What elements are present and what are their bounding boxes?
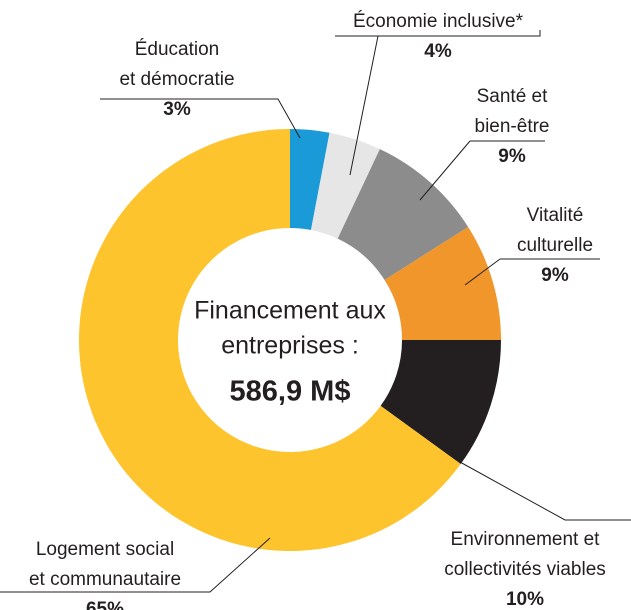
donut-segment: [290, 129, 330, 230]
donut-segment: [337, 149, 469, 280]
value-label: 9%: [541, 265, 569, 286]
value-label: 65%: [86, 599, 124, 610]
category-label: Environnement et: [451, 529, 601, 550]
leader-line: [100, 98, 301, 139]
donut-segment: [384, 226, 501, 340]
value-label: 4%: [424, 41, 452, 62]
category-label: Logement social: [36, 539, 174, 560]
category-label: bien-être: [475, 116, 550, 137]
category-label: Vitalité: [527, 205, 584, 226]
category-label: et communautaire: [29, 569, 181, 590]
center-text: entreprises :: [221, 332, 359, 360]
category-label: et démocratie: [119, 69, 234, 90]
category-label: collectivités viables: [444, 559, 606, 580]
category-label: culturelle: [517, 235, 593, 256]
category-label: Économie inclusive*: [353, 11, 524, 32]
leader-line: [459, 461, 631, 521]
category-label: Santé et: [477, 86, 548, 107]
value-label: 10%: [506, 589, 544, 610]
leader-line: [419, 140, 545, 201]
donut-segment: [79, 129, 461, 551]
center-text: Financement aux: [194, 297, 386, 325]
leader-line: [0, 537, 271, 593]
value-label: 3%: [163, 99, 191, 120]
category-label: Éducation: [135, 39, 220, 60]
center-total: 586,9 M$: [230, 376, 351, 408]
value-label: 9%: [498, 146, 526, 167]
leader-line: [335, 30, 541, 176]
donut-segment: [310, 132, 380, 239]
donut-segment: [380, 340, 501, 465]
leader-line: [464, 258, 600, 286]
